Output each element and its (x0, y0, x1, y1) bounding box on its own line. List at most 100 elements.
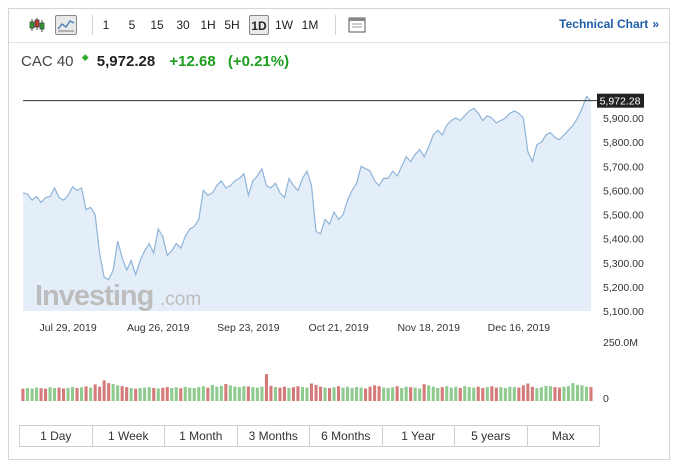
volume-bar-up (219, 385, 223, 401)
range-tab-1-day[interactable]: 1 Day (20, 426, 93, 446)
volume-bar-up (197, 387, 201, 401)
volume-bar-down (120, 386, 124, 401)
volume-bar-up (237, 387, 241, 401)
volume-bar-up (580, 385, 584, 401)
instrument-name: CAC 40 (21, 53, 74, 70)
volume-bar-up (413, 387, 417, 401)
volume-bar-down (44, 388, 48, 401)
interval-1-button[interactable]: 1 (102, 18, 110, 32)
volume-bar-up (499, 387, 503, 401)
price-chart[interactable]: Investing .com 5,100.005,200.005,300.005… (9, 9, 669, 459)
volume-bar-down (377, 386, 381, 401)
interval-5-button[interactable]: 5 (128, 18, 136, 32)
price-change-percent: (+0.21%) (227, 53, 290, 70)
volume-panel (21, 374, 593, 401)
volume-bar-down (39, 388, 43, 401)
volume-bar-up (359, 387, 363, 401)
area-line-icon[interactable] (55, 15, 77, 35)
volume-bar-down (84, 386, 88, 401)
volume-bar-up (129, 388, 133, 401)
volume-bar-up (228, 385, 232, 401)
volume-bar-down (264, 374, 268, 401)
range-tab-5-years[interactable]: 5 years (455, 426, 528, 446)
range-tab-3-months[interactable]: 3 Months (238, 426, 310, 446)
volume-bar-up (242, 386, 246, 401)
volume-bar-down (530, 386, 534, 401)
chart-widget: Technical Chart» 1 5 15 30 1H 5H 1D 1W 1M CAC 40… (8, 8, 670, 460)
volume-bar-down (476, 386, 480, 401)
interval-15-button[interactable]: 15 (150, 18, 164, 32)
volume-bar-down (296, 386, 300, 401)
volume-bar-up (436, 388, 440, 401)
range-tab-1-month[interactable]: 1 Month (165, 426, 238, 446)
volume-bar-down (57, 387, 61, 401)
volume-bar-up (400, 388, 404, 401)
interval-1w-button[interactable]: 1W (275, 18, 293, 32)
toolbar-separator (92, 15, 93, 35)
y-tick-label: 5,700.00 (603, 161, 644, 173)
volume-bar-up (562, 386, 566, 401)
interval-5h-button[interactable]: 5H (224, 18, 240, 32)
x-tick-label: Sep 23, 2019 (217, 322, 280, 334)
current-price-label: 5,972.28 (600, 96, 641, 108)
volume-bar-up (472, 387, 476, 401)
volume-bar-down (557, 387, 561, 401)
volume-bar-up (66, 387, 70, 401)
range-tab-max[interactable]: Max (551, 429, 575, 443)
y-tick-label: 5,800.00 (603, 137, 644, 149)
range-tab-1-week[interactable]: 1 Week (93, 426, 165, 446)
window-icon[interactable] (346, 15, 368, 35)
range-tab-6-months[interactable]: 6 Months (310, 426, 383, 446)
volume-bar-up (346, 386, 350, 401)
volume-bar-up (300, 387, 304, 401)
volume-bar-up (287, 388, 291, 401)
last-price: 5,972.28 (96, 53, 156, 70)
volume-bar-up (431, 386, 435, 401)
interval-1d-button[interactable]: 1D (249, 15, 269, 35)
range-tab-1-year[interactable]: 1 Year (383, 426, 455, 446)
volume-bar-up (449, 387, 453, 401)
volume-bar-up (251, 387, 255, 401)
volume-bar-up (35, 387, 39, 401)
quote-header: CAC 40 ◆ 5,972.28 +12.68 (+0.21%) (21, 52, 290, 73)
volume-bar-down (269, 385, 273, 401)
volume-bar-up (116, 385, 120, 401)
volume-bar-up (571, 383, 575, 401)
volume-bar-up (255, 387, 259, 401)
x-tick-label: Dec 16, 2019 (488, 322, 551, 334)
volume-bar-up (174, 387, 178, 401)
volume-bar-down (21, 388, 25, 401)
candlestick-icon[interactable] (26, 15, 48, 35)
volume-bar-up (463, 386, 467, 401)
volume-bar-down (368, 386, 372, 401)
volume-bar-down (319, 386, 323, 401)
volume-bar-up (427, 385, 431, 401)
volume-bar-up (445, 386, 449, 401)
volume-bar-down (364, 388, 368, 401)
volume-axis: 250.0M 0 (603, 337, 638, 405)
interval-30-button[interactable]: 30 (176, 18, 190, 32)
volume-bar-down (553, 387, 557, 401)
date-axis: Jul 29, 2019 Aug 26, 2019 Sep 23, 2019 Oct … (39, 322, 550, 334)
volume-bar-down (526, 383, 530, 401)
volume-bar-up (170, 388, 174, 401)
volume-bar-down (494, 387, 498, 401)
technical-chart-link[interactable]: Technical Chart» (559, 17, 659, 31)
volume-bar-down (395, 386, 399, 401)
y-tick-label: 5,400.00 (603, 234, 644, 246)
price-area-fill (23, 96, 591, 312)
volume-bar-down (409, 387, 413, 401)
volume-bar-down (75, 388, 79, 401)
price-area-layer (22, 95, 592, 312)
interval-1h-button[interactable]: 1H (200, 18, 216, 32)
volume-bar-down (521, 385, 525, 401)
volume-bar-up (71, 386, 75, 401)
volume-bar-down (314, 384, 318, 401)
volume-bar-up (382, 387, 386, 401)
interval-1m-button[interactable]: 1M (301, 18, 319, 32)
toolbar-separator (335, 15, 336, 35)
volume-bar-up (188, 387, 192, 401)
volume-bar-down (102, 380, 106, 401)
volume-bar-down (98, 386, 102, 401)
volume-axis-top-label: 250.0M (603, 337, 638, 349)
